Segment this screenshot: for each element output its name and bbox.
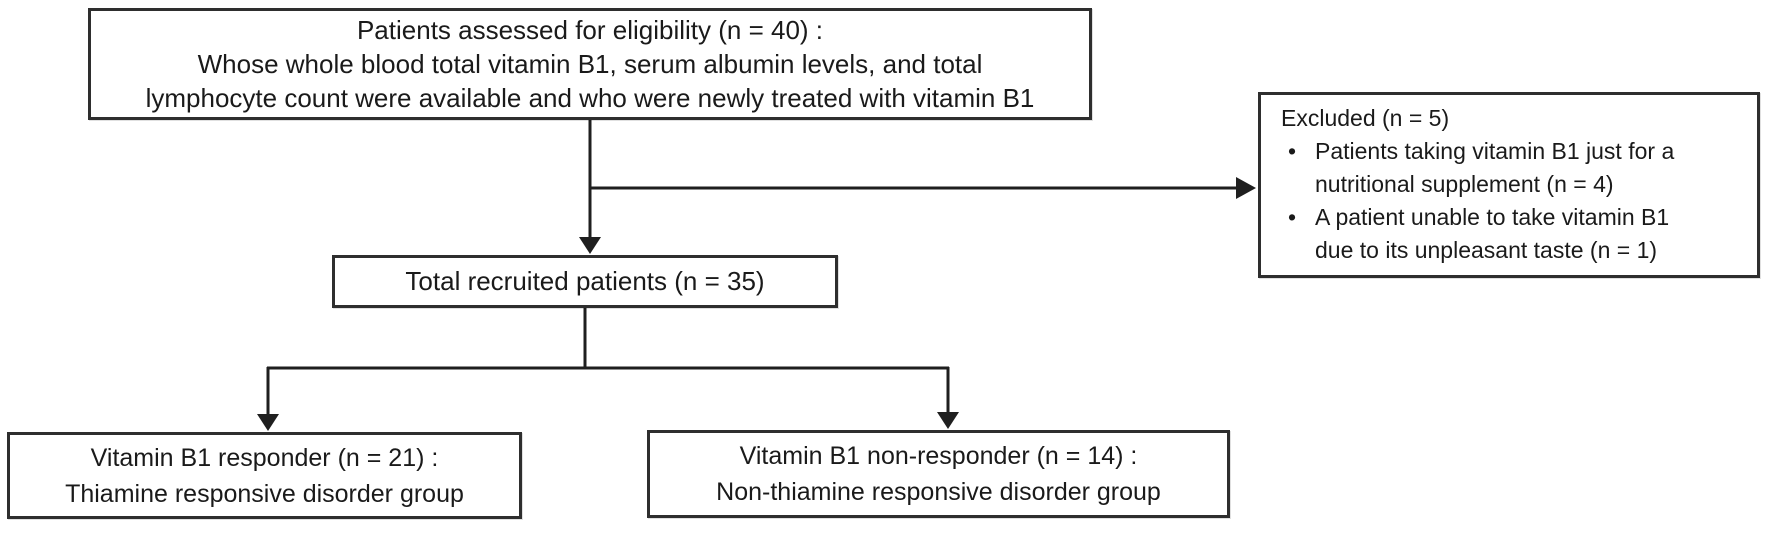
excluded-bullet-1: • Patients taking vitamin B1 just for a … bbox=[1281, 135, 1749, 201]
box-non-responder: Vitamin B1 non-responder (n = 14) : Non-… bbox=[647, 430, 1230, 518]
excluded-title: Excluded (n = 5) bbox=[1281, 105, 1450, 131]
excluded-bullet-1-line-1: Patients taking vitamin B1 just for a bbox=[1315, 138, 1675, 164]
excluded-bullet-2-line-1: A patient unable to take vitamin B1 bbox=[1315, 204, 1670, 230]
bullet-icon: • bbox=[1288, 138, 1297, 164]
arrow-to-non-responder bbox=[937, 367, 959, 429]
eligibility-line-1: Patients assessed for eligibility (n = 4… bbox=[356, 15, 824, 45]
box-recruited: Total recruited patients (n = 35) bbox=[332, 255, 838, 308]
non-responder-line-1: Vitamin B1 non-responder (n = 14) : bbox=[739, 442, 1138, 470]
non-responder-line-2: Non-thiamine responsive disorder group bbox=[716, 478, 1161, 506]
eligibility-line-3: lymphocyte count were available and who … bbox=[145, 83, 1035, 113]
eligibility-line-2: Whose whole blood total vitamin B1, seru… bbox=[197, 49, 983, 79]
recruited-label: Total recruited patients (n = 35) bbox=[405, 266, 765, 296]
responder-line-2: Thiamine responsive disorder group bbox=[65, 479, 464, 508]
box-eligibility: Patients assessed for eligibility (n = 4… bbox=[88, 8, 1092, 120]
excluded-bullet-2-line-2: due to its unpleasant taste (n = 1) bbox=[1315, 237, 1658, 263]
excluded-bullet-2: • A patient unable to take vitamin B1 du… bbox=[1281, 201, 1749, 267]
arrow-eligibility-to-recruited bbox=[579, 120, 601, 254]
responder-line-1: Vitamin B1 responder (n = 21) : bbox=[90, 443, 439, 472]
excluded-bullet-1-line-2: nutritional supplement (n = 4) bbox=[1315, 171, 1614, 197]
box-responder: Vitamin B1 responder (n = 21) : Thiamine… bbox=[7, 432, 522, 519]
arrow-to-excluded bbox=[590, 177, 1256, 199]
arrow-to-responder bbox=[257, 367, 279, 431]
box-excluded: Excluded (n = 5) • Patients taking vitam… bbox=[1258, 92, 1760, 278]
bullet-icon: • bbox=[1288, 204, 1297, 230]
